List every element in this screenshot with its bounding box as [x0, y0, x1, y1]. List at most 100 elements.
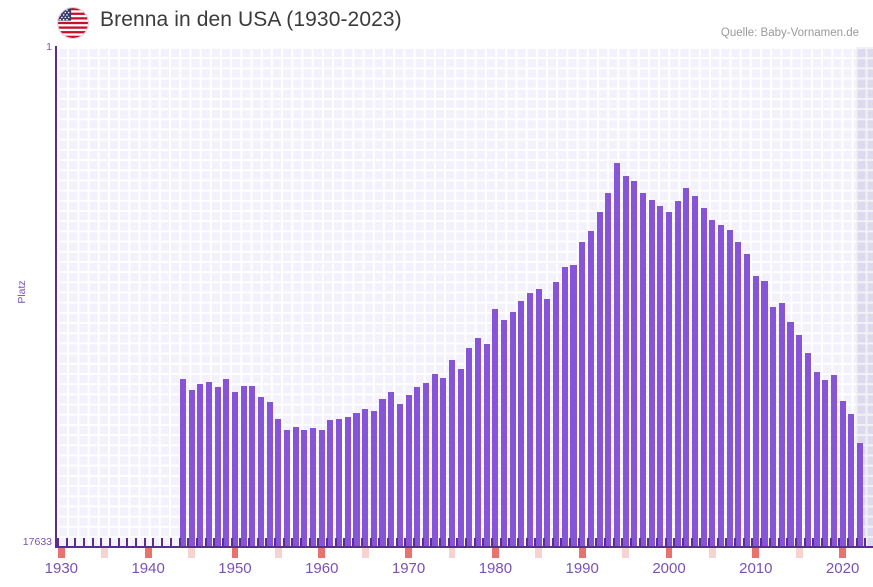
bar[interactable]: [561, 267, 568, 547]
bar[interactable]: [275, 419, 282, 547]
x-tick: [751, 538, 753, 546]
bar[interactable]: [440, 378, 447, 547]
bar[interactable]: [509, 312, 516, 547]
bar[interactable]: [457, 369, 464, 547]
bar[interactable]: [223, 379, 230, 547]
bar[interactable]: [830, 375, 837, 547]
bar[interactable]: [639, 193, 646, 547]
bar[interactable]: [336, 419, 343, 547]
bar[interactable]: [362, 409, 369, 547]
bar[interactable]: [613, 163, 620, 547]
bar[interactable]: [579, 242, 586, 547]
bar[interactable]: [770, 307, 777, 547]
x-tick: [57, 538, 59, 546]
x-tick: [647, 538, 649, 546]
bar[interactable]: [692, 196, 699, 547]
bar[interactable]: [301, 430, 308, 547]
bar[interactable]: [257, 397, 265, 547]
x-axis-label: 2020: [825, 560, 860, 577]
bar[interactable]: [761, 281, 768, 547]
x-tick: [352, 538, 354, 546]
bar[interactable]: [726, 230, 733, 547]
bar[interactable]: [718, 225, 725, 547]
bar[interactable]: [448, 360, 455, 547]
bar[interactable]: [388, 392, 395, 547]
bar[interactable]: [683, 188, 690, 547]
bar[interactable]: [405, 395, 412, 547]
bar[interactable]: [310, 428, 317, 547]
bar[interactable]: [527, 293, 534, 547]
bar[interactable]: [657, 206, 664, 547]
x-tick: [838, 538, 840, 546]
bar[interactable]: [483, 344, 490, 547]
bar[interactable]: [596, 212, 603, 547]
bar[interactable]: [631, 181, 638, 547]
x-axis-label: 1940: [131, 560, 165, 577]
shaded-future-region: [855, 47, 873, 547]
bar[interactable]: [214, 387, 221, 547]
bar[interactable]: [535, 289, 542, 547]
bar[interactable]: [231, 392, 238, 547]
bar[interactable]: [570, 265, 577, 547]
bar[interactable]: [839, 401, 846, 547]
bar[interactable]: [813, 372, 820, 547]
bar[interactable]: [292, 427, 299, 547]
bar[interactable]: [422, 383, 429, 547]
bar[interactable]: [752, 276, 759, 547]
bar[interactable]: [284, 430, 291, 547]
x-tick: [569, 538, 571, 546]
x-tick: [534, 538, 536, 546]
bar[interactable]: [822, 380, 829, 547]
bar[interactable]: [735, 242, 742, 547]
bar[interactable]: [266, 402, 273, 547]
bar[interactable]: [778, 303, 785, 547]
bar[interactable]: [804, 353, 811, 547]
x-tick: [92, 538, 94, 546]
half-decade-marker: [101, 548, 109, 558]
bar[interactable]: [179, 379, 186, 547]
bar[interactable]: [327, 420, 334, 547]
bar[interactable]: [353, 413, 360, 547]
bar[interactable]: [700, 208, 707, 547]
bar[interactable]: [501, 320, 508, 547]
bar[interactable]: [518, 301, 525, 547]
x-tick: [213, 538, 215, 546]
x-tick: [387, 538, 389, 546]
bar[interactable]: [848, 414, 855, 547]
bar[interactable]: [344, 417, 351, 547]
bar[interactable]: [466, 348, 473, 547]
bar[interactable]: [665, 212, 673, 547]
bar[interactable]: [188, 390, 195, 547]
bar[interactable]: [674, 201, 681, 547]
bar[interactable]: [605, 193, 612, 547]
bar[interactable]: [318, 430, 325, 547]
bar[interactable]: [587, 231, 594, 547]
bar[interactable]: [544, 299, 551, 547]
bar[interactable]: [492, 309, 499, 547]
bar[interactable]: [622, 176, 629, 547]
decade-marker: [318, 548, 326, 558]
x-tick: [682, 538, 684, 546]
bar[interactable]: [709, 220, 716, 547]
bar[interactable]: [379, 399, 386, 547]
x-axis-line: [55, 546, 873, 548]
x-tick: [430, 538, 432, 546]
bar[interactable]: [796, 335, 803, 547]
bar[interactable]: [648, 200, 655, 547]
bar[interactable]: [249, 386, 256, 547]
bar[interactable]: [856, 443, 863, 547]
x-tick: [370, 538, 372, 546]
x-tick: [630, 538, 632, 546]
bar[interactable]: [205, 382, 212, 547]
bar[interactable]: [744, 254, 751, 547]
bar[interactable]: [553, 282, 560, 547]
bar[interactable]: [370, 411, 377, 547]
bar[interactable]: [396, 404, 403, 547]
bar[interactable]: [240, 386, 247, 547]
bar[interactable]: [414, 387, 421, 547]
bar[interactable]: [431, 374, 438, 547]
x-tick: [109, 538, 111, 546]
bar[interactable]: [197, 384, 204, 547]
bar[interactable]: [787, 322, 794, 547]
bar[interactable]: [474, 338, 482, 547]
